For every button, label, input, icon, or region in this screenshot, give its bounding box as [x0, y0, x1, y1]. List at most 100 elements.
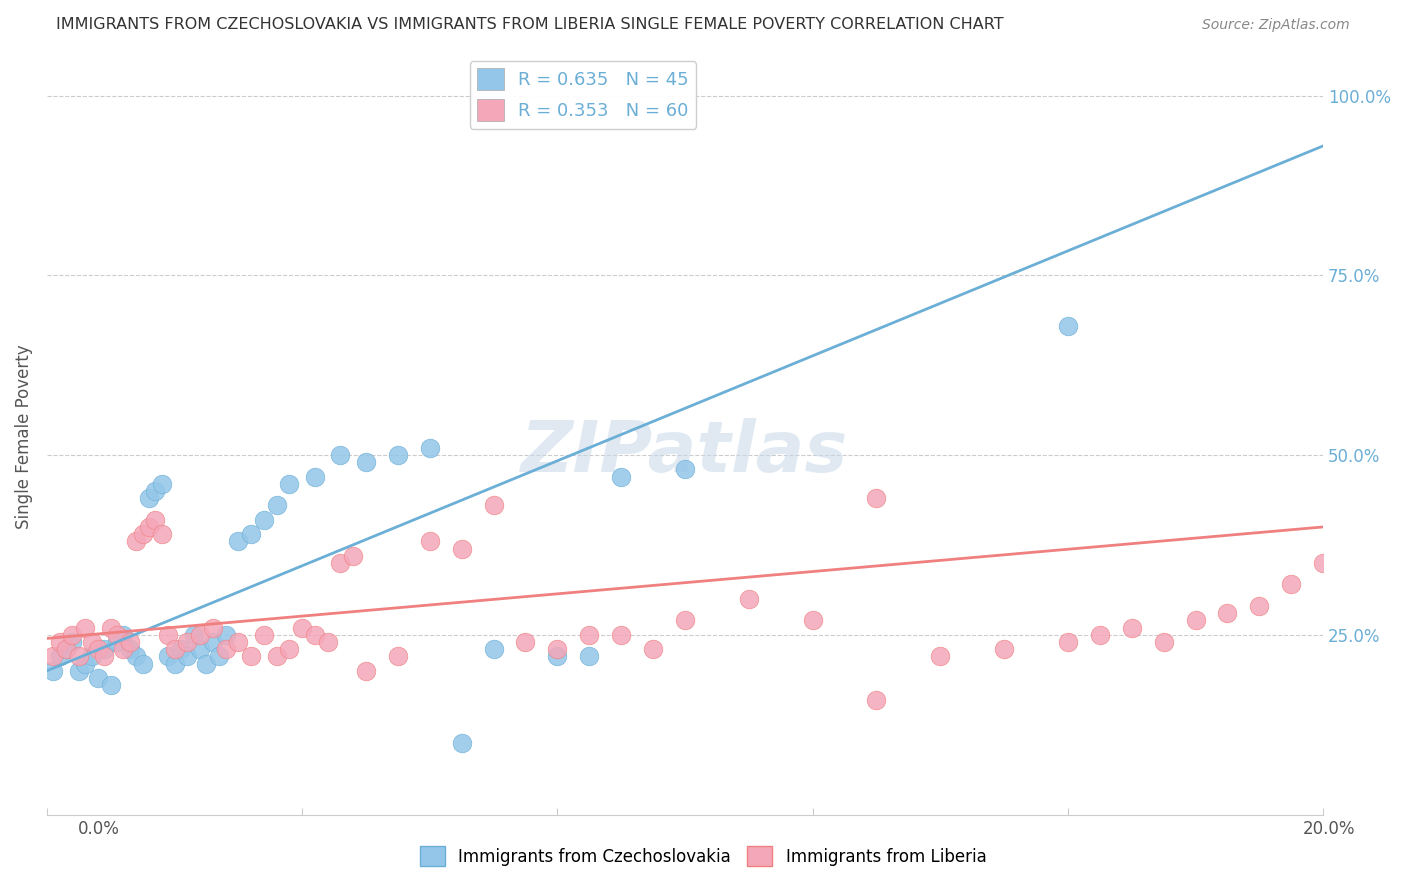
- Point: [1088, 628, 1111, 642]
- Point: [865, 692, 887, 706]
- Point: [118, 642, 141, 657]
- Point: [673, 614, 696, 628]
- Point: [1184, 614, 1206, 628]
- Point: [354, 455, 377, 469]
- Point: [266, 649, 288, 664]
- Point: [266, 499, 288, 513]
- Point: [42, 664, 65, 678]
- Point: [1121, 621, 1143, 635]
- Point: [112, 642, 135, 657]
- Point: [801, 614, 824, 628]
- Point: [1216, 606, 1239, 620]
- Point: [993, 642, 1015, 657]
- Point: [329, 448, 352, 462]
- Point: [131, 657, 153, 671]
- Point: [515, 635, 537, 649]
- Point: [304, 469, 326, 483]
- Text: 0.0%: 0.0%: [77, 820, 120, 838]
- Point: [354, 664, 377, 678]
- Point: [80, 635, 103, 649]
- Point: [1279, 577, 1302, 591]
- Point: [163, 657, 186, 671]
- Point: [546, 642, 568, 657]
- Text: 20.0%: 20.0%: [1302, 820, 1355, 838]
- Y-axis label: Single Female Poverty: Single Female Poverty: [15, 345, 32, 529]
- Point: [145, 483, 167, 498]
- Point: [157, 628, 180, 642]
- Point: [546, 649, 568, 664]
- Point: [145, 513, 167, 527]
- Point: [55, 642, 77, 657]
- Point: [208, 649, 231, 664]
- Point: [643, 642, 665, 657]
- Point: [316, 635, 339, 649]
- Point: [1249, 599, 1271, 613]
- Point: [450, 541, 472, 556]
- Point: [67, 649, 90, 664]
- Point: [183, 628, 205, 642]
- Point: [105, 635, 128, 649]
- Point: [673, 462, 696, 476]
- Point: [304, 628, 326, 642]
- Point: [240, 649, 263, 664]
- Point: [387, 649, 409, 664]
- Point: [738, 591, 761, 606]
- Point: [125, 649, 148, 664]
- Point: [100, 678, 122, 692]
- Point: [1057, 635, 1080, 649]
- Point: [131, 527, 153, 541]
- Point: [278, 642, 301, 657]
- Text: ZIPatlas: ZIPatlas: [522, 417, 849, 487]
- Point: [240, 527, 263, 541]
- Point: [865, 491, 887, 506]
- Point: [62, 635, 84, 649]
- Point: [578, 628, 600, 642]
- Point: [163, 642, 186, 657]
- Point: [1057, 318, 1080, 333]
- Legend: Immigrants from Czechoslovakia, Immigrants from Liberia: Immigrants from Czechoslovakia, Immigran…: [413, 839, 993, 873]
- Point: [329, 556, 352, 570]
- Point: [578, 649, 600, 664]
- Point: [291, 621, 314, 635]
- Point: [170, 642, 193, 657]
- Point: [118, 635, 141, 649]
- Point: [610, 469, 633, 483]
- Point: [125, 534, 148, 549]
- Point: [1153, 635, 1175, 649]
- Point: [929, 649, 952, 664]
- Text: IMMIGRANTS FROM CZECHOSLOVAKIA VS IMMIGRANTS FROM LIBERIA SINGLE FEMALE POVERTY : IMMIGRANTS FROM CZECHOSLOVAKIA VS IMMIGR…: [56, 17, 1004, 31]
- Point: [1312, 556, 1334, 570]
- Point: [228, 635, 250, 649]
- Point: [93, 642, 115, 657]
- Point: [188, 628, 211, 642]
- Point: [150, 476, 173, 491]
- Point: [201, 621, 224, 635]
- Point: [87, 642, 110, 657]
- Point: [176, 649, 198, 664]
- Point: [188, 642, 211, 657]
- Point: [387, 448, 409, 462]
- Point: [67, 664, 90, 678]
- Point: [610, 628, 633, 642]
- Legend: R = 0.635   N = 45, R = 0.353   N = 60: R = 0.635 N = 45, R = 0.353 N = 60: [470, 61, 696, 128]
- Point: [87, 671, 110, 685]
- Point: [157, 649, 180, 664]
- Point: [253, 628, 276, 642]
- Point: [228, 534, 250, 549]
- Point: [278, 476, 301, 491]
- Point: [62, 628, 84, 642]
- Point: [450, 736, 472, 750]
- Point: [105, 628, 128, 642]
- Point: [80, 649, 103, 664]
- Point: [176, 635, 198, 649]
- Point: [482, 499, 505, 513]
- Point: [214, 642, 236, 657]
- Point: [214, 628, 236, 642]
- Point: [150, 527, 173, 541]
- Text: Source: ZipAtlas.com: Source: ZipAtlas.com: [1202, 18, 1350, 31]
- Point: [342, 549, 364, 563]
- Point: [55, 642, 77, 657]
- Point: [419, 441, 441, 455]
- Point: [138, 520, 160, 534]
- Point: [112, 628, 135, 642]
